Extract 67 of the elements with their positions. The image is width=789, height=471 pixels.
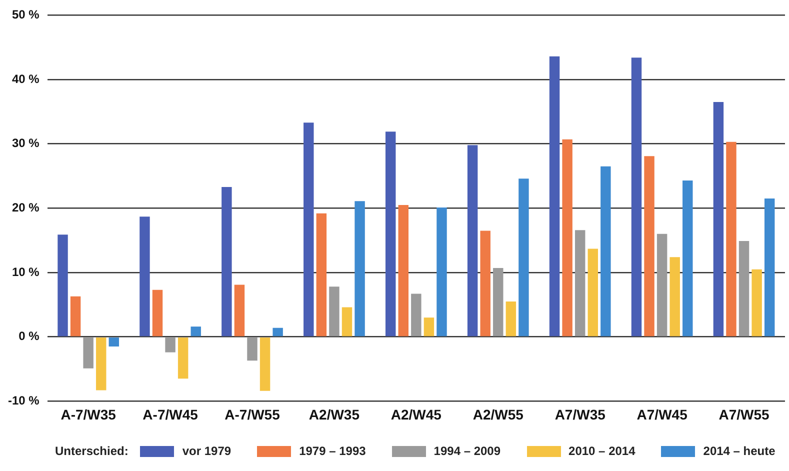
legend-label: 2010 – 2014 bbox=[568, 444, 636, 458]
bar bbox=[726, 142, 736, 336]
y-tick-label: 20 % bbox=[12, 200, 40, 215]
legend-label: 1994 – 2009 bbox=[434, 444, 501, 458]
bar bbox=[424, 318, 434, 336]
bar bbox=[96, 338, 106, 390]
bar bbox=[644, 156, 654, 336]
x-tick-label: A2/W55 bbox=[472, 406, 524, 422]
bar bbox=[588, 248, 598, 336]
bar bbox=[316, 213, 327, 336]
y-tick-label: -10 % bbox=[8, 394, 40, 408]
bar bbox=[574, 230, 586, 336]
bar bbox=[506, 301, 516, 336]
bar bbox=[631, 58, 642, 336]
bar bbox=[260, 338, 270, 391]
bar bbox=[83, 338, 94, 368]
bar bbox=[165, 338, 176, 352]
bar bbox=[354, 201, 365, 336]
bar bbox=[178, 338, 188, 379]
bar bbox=[304, 122, 314, 336]
bar bbox=[518, 178, 529, 336]
x-tick-label: A-7/W55 bbox=[224, 406, 280, 422]
bar bbox=[713, 102, 724, 336]
x-tick-label: A7/W45 bbox=[636, 406, 688, 422]
bar bbox=[682, 180, 693, 336]
x-tick-label: A-7/W35 bbox=[60, 406, 116, 422]
bar bbox=[190, 326, 201, 336]
bar bbox=[562, 139, 572, 336]
bar bbox=[152, 290, 163, 336]
bar bbox=[329, 286, 340, 336]
bar bbox=[493, 268, 504, 336]
legend-label: vor 1979 bbox=[182, 444, 232, 458]
bar bbox=[656, 234, 668, 336]
bar bbox=[140, 216, 150, 336]
bar bbox=[764, 198, 775, 336]
bar bbox=[247, 338, 258, 361]
bar bbox=[467, 145, 478, 336]
x-tick-label: A-7/W45 bbox=[142, 406, 198, 422]
y-tick-label: 10 % bbox=[12, 264, 40, 279]
bar bbox=[234, 284, 245, 336]
y-tick-label: 40 % bbox=[12, 72, 40, 86]
legend-label: 1979 – 1993 bbox=[299, 444, 366, 458]
bar bbox=[398, 204, 408, 336]
bar bbox=[411, 294, 422, 336]
bar bbox=[752, 269, 762, 336]
y-tick-label: 50 % bbox=[12, 8, 40, 22]
bar bbox=[272, 328, 283, 336]
bar bbox=[480, 230, 490, 336]
x-tick-label: A7/W55 bbox=[718, 406, 770, 422]
bar bbox=[385, 132, 396, 336]
x-tick-label: A2/W35 bbox=[308, 406, 360, 422]
bar bbox=[436, 208, 447, 336]
x-tick-label: A7/W35 bbox=[554, 406, 606, 422]
bar bbox=[58, 234, 68, 336]
bar bbox=[70, 296, 81, 336]
legend-title: Unterschied: bbox=[55, 444, 128, 458]
y-tick-label: 30 % bbox=[12, 136, 40, 150]
bar bbox=[738, 241, 750, 336]
bar bbox=[600, 166, 611, 336]
bar bbox=[549, 56, 560, 336]
x-tick-label: A2/W45 bbox=[390, 406, 442, 422]
bar bbox=[222, 186, 232, 336]
bar bbox=[342, 307, 352, 336]
bar bbox=[108, 338, 120, 347]
legend-label: 2014 – heute bbox=[703, 444, 776, 458]
y-tick-label: 0 % bbox=[18, 329, 40, 344]
bar bbox=[670, 257, 680, 336]
